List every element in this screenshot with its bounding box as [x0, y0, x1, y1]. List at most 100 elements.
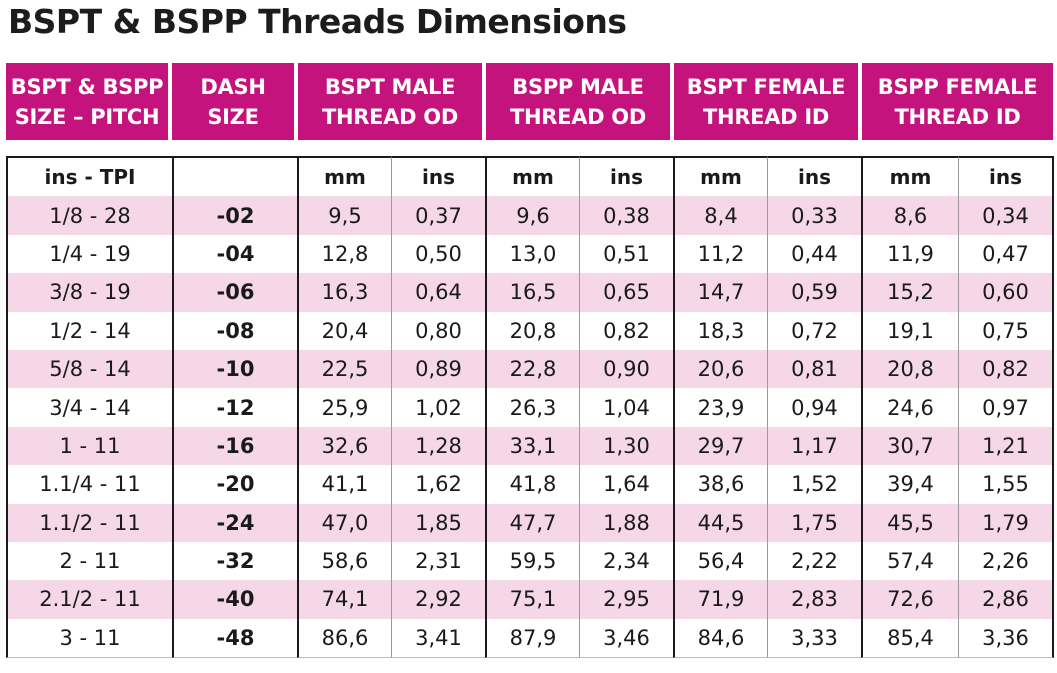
header-bspt-male-od: BSPT MALE THREAD OD [298, 63, 482, 140]
size-cell: 1/2 - 14 [6, 311, 172, 350]
bspt-female-mm-cell: 20,6 [673, 349, 767, 389]
bspt-female-ins-cell: 0,59 [767, 273, 861, 312]
bspp-male-mm-cell: 59,5 [485, 541, 579, 581]
bspt-male-ins-cell: 0,80 [391, 311, 485, 350]
dash-size-cell: -32 [172, 541, 297, 581]
thread-dimensions-table: ins - TPI mm ins mm ins mm ins mm ins 1/… [6, 156, 1054, 659]
bspt-female-mm-cell: 29,7 [673, 426, 767, 466]
bspp-male-mm-cell: 16,5 [485, 273, 579, 312]
dash-size-cell: -10 [172, 349, 297, 389]
bspp-female-mm-cell: 15,2 [861, 273, 958, 312]
bspp-male-ins-cell: 0,65 [579, 273, 673, 312]
bspp-female-ins-cell: 3,36 [958, 618, 1054, 659]
table-row: 1/8 - 28 -02 9,5 0,37 9,6 0,38 8,4 0,33 8,6 0,34 [6, 196, 1054, 235]
bspp-female-ins-cell: 1,79 [958, 503, 1054, 542]
bspp-male-mm-cell: 26,3 [485, 388, 579, 427]
bspp-female-ins-cell: 0,47 [958, 234, 1054, 274]
bspt-female-ins-cell: 1,52 [767, 465, 861, 504]
size-cell: 1.1/4 - 11 [6, 465, 172, 504]
size-cell: 3/8 - 19 [6, 273, 172, 312]
bspp-female-mm-cell: 72,6 [861, 580, 958, 619]
size-cell: 5/8 - 14 [6, 349, 172, 389]
size-cell: 1 - 11 [6, 426, 172, 466]
unit-mm-label: mm [673, 156, 767, 197]
bspp-male-mm-cell: 9,6 [485, 196, 579, 235]
bspt-male-ins-cell: 2,92 [391, 580, 485, 619]
bspp-female-mm-cell: 24,6 [861, 388, 958, 427]
header-size-pitch: BSPT & BSPP SIZE – PITCH [6, 63, 168, 140]
table-row: 2 - 11 -32 58,6 2,31 59,5 2,34 56,4 2,22 57,4 2,2… [6, 541, 1054, 581]
table-row: 3 - 11 -48 86,6 3,41 87,9 3,46 84,6 3,33 85,4 3,3… [6, 618, 1054, 659]
units-row: ins - TPI mm ins mm ins mm ins mm ins [6, 156, 1054, 197]
bspp-female-ins-cell: 0,75 [958, 311, 1054, 350]
bspt-male-mm-cell: 20,4 [297, 311, 391, 350]
unit-mm-label: mm [297, 156, 391, 197]
bspp-female-mm-cell: 19,1 [861, 311, 958, 350]
bspt-female-mm-cell: 18,3 [673, 311, 767, 350]
bspt-male-ins-cell: 3,41 [391, 618, 485, 659]
bspt-male-ins-cell: 2,31 [391, 541, 485, 581]
bspt-female-mm-cell: 14,7 [673, 273, 767, 312]
size-cell: 3/4 - 14 [6, 388, 172, 427]
dash-size-cell: -08 [172, 311, 297, 350]
table-row: 1 - 11 -16 32,6 1,28 33,1 1,30 29,7 1,17 30,7 1,2… [6, 426, 1054, 466]
bspp-female-mm-cell: 57,4 [861, 541, 958, 581]
bspp-male-ins-cell: 0,51 [579, 234, 673, 274]
bspt-male-mm-cell: 58,6 [297, 541, 391, 581]
page-title: BSPT & BSPP Threads Dimensions [8, 2, 627, 41]
size-cell: 1.1/2 - 11 [6, 503, 172, 542]
header-bspp-female-id: BSPP FEMALE THREAD ID [862, 63, 1053, 140]
bspt-female-mm-cell: 23,9 [673, 388, 767, 427]
size-cell: 1/4 - 19 [6, 234, 172, 274]
header-dash-size: DASH SIZE [172, 63, 294, 140]
dash-size-cell: -20 [172, 465, 297, 504]
bspp-female-ins-cell: 1,21 [958, 426, 1054, 466]
table-row: 1/2 - 14 -08 20,4 0,80 20,8 0,82 18,3 0,72 19,1 0… [6, 311, 1054, 350]
bspp-male-mm-cell: 20,8 [485, 311, 579, 350]
header-bspt-female-id: BSPT FEMALE THREAD ID [674, 63, 858, 140]
bspt-male-mm-cell: 22,5 [297, 349, 391, 389]
bspt-male-ins-cell: 1,28 [391, 426, 485, 466]
bspp-male-mm-cell: 13,0 [485, 234, 579, 274]
bspp-male-ins-cell: 1,64 [579, 465, 673, 504]
bspp-female-ins-cell: 2,26 [958, 541, 1054, 581]
dash-size-cell: -16 [172, 426, 297, 466]
bspt-female-ins-cell: 1,75 [767, 503, 861, 542]
bspp-female-ins-cell: 0,82 [958, 349, 1054, 389]
dash-size-cell: -06 [172, 273, 297, 312]
bspt-male-ins-cell: 1,02 [391, 388, 485, 427]
bspt-female-mm-cell: 8,4 [673, 196, 767, 235]
bspt-female-ins-cell: 0,44 [767, 234, 861, 274]
unit-mm-label: mm [861, 156, 958, 197]
unit-dash-label [172, 156, 297, 197]
bspp-male-ins-cell: 1,04 [579, 388, 673, 427]
bspp-male-mm-cell: 22,8 [485, 349, 579, 389]
bspt-male-mm-cell: 12,8 [297, 234, 391, 274]
bspp-male-mm-cell: 87,9 [485, 618, 579, 659]
bspp-male-ins-cell: 3,46 [579, 618, 673, 659]
bspt-female-ins-cell: 2,22 [767, 541, 861, 581]
bspt-female-ins-cell: 2,83 [767, 580, 861, 619]
bspp-female-ins-cell: 0,97 [958, 388, 1054, 427]
bspt-male-mm-cell: 74,1 [297, 580, 391, 619]
table-header-row: BSPT & BSPP SIZE – PITCH DASH SIZE BSPT … [6, 63, 1053, 140]
dash-size-cell: -40 [172, 580, 297, 619]
size-cell: 1/8 - 28 [6, 196, 172, 235]
dash-size-cell: -24 [172, 503, 297, 542]
bspp-male-mm-cell: 75,1 [485, 580, 579, 619]
table-row: 3/8 - 19 -06 16,3 0,64 16,5 0,65 14,7 0,59 15,2 0… [6, 273, 1054, 312]
bspt-male-mm-cell: 25,9 [297, 388, 391, 427]
bspt-female-ins-cell: 0,72 [767, 311, 861, 350]
bspp-male-ins-cell: 1,88 [579, 503, 673, 542]
bspt-male-ins-cell: 0,64 [391, 273, 485, 312]
bspt-female-mm-cell: 11,2 [673, 234, 767, 274]
bspt-male-mm-cell: 41,1 [297, 465, 391, 504]
size-cell: 3 - 11 [6, 618, 172, 659]
dash-size-cell: -04 [172, 234, 297, 274]
table-row: 1/4 - 19 -04 12,8 0,50 13,0 0,51 11,2 0,44 11,9 0… [6, 234, 1054, 274]
bspt-male-mm-cell: 47,0 [297, 503, 391, 542]
table-row: 1.1/2 - 11 -24 47,0 1,85 47,7 1,88 44,5 1,75 45,… [6, 503, 1054, 542]
size-cell: 2.1/2 - 11 [6, 580, 172, 619]
bspt-male-ins-cell: 0,50 [391, 234, 485, 274]
dash-size-cell: -12 [172, 388, 297, 427]
